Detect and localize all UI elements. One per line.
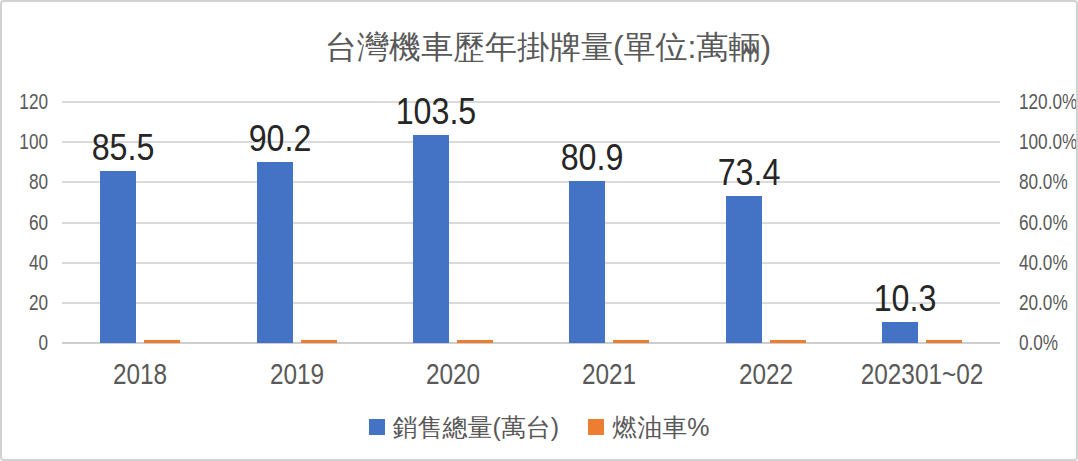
legend-swatch-sales (369, 419, 385, 435)
left-axis-tick: 20 (12, 292, 48, 314)
data-label: 73.4 (717, 154, 780, 191)
x-axis-label: 2022 (738, 360, 792, 389)
left-axis-tick: 0 (12, 332, 48, 354)
legend-swatch-fuel (588, 419, 604, 435)
x-axis-label: 2020 (426, 360, 480, 389)
right-axis-tick: 20.0% (1019, 292, 1068, 314)
bar-fuel (144, 340, 180, 343)
left-axis-tick: 100 (12, 131, 48, 153)
gridline (62, 141, 1000, 143)
bar-sales (726, 196, 762, 343)
right-axis-tick: 80.0% (1019, 171, 1068, 193)
left-axis-tick: 60 (12, 212, 48, 234)
gridline (62, 262, 1000, 264)
left-axis-tick: 40 (12, 252, 48, 274)
legend-label-fuel: 燃油車% (612, 413, 709, 442)
legend-label-sales: 銷售總量(萬台) (393, 413, 560, 442)
data-label: 10.3 (874, 280, 937, 317)
bar-sales (257, 162, 293, 343)
bar-fuel (926, 340, 962, 343)
data-label: 103.5 (396, 93, 477, 130)
data-label: 90.2 (248, 120, 311, 157)
left-axis-tick: 80 (12, 171, 48, 193)
right-axis-tick: 40.0% (1019, 252, 1068, 274)
data-label: 85.5 (92, 129, 155, 166)
chart-legend: 銷售總量(萬台) 燃油車% (2, 413, 1076, 442)
gridline (62, 222, 1000, 224)
right-axis-tick: 120.0% (1019, 91, 1077, 113)
x-axis-label: 2021 (582, 360, 636, 389)
x-axis-label: 202301~02 (861, 360, 984, 389)
x-axis-label: 2019 (269, 360, 323, 389)
legend-item-fuel: 燃油車% (588, 413, 709, 442)
bar-chart: 台灣機車歷年掛牌量(單位:萬輛) 銷售總量(萬台) 燃油車% 00.0%2020… (2, 2, 1076, 459)
gridline (62, 302, 1000, 304)
bar-fuel (770, 340, 806, 343)
bar-fuel (613, 340, 649, 343)
x-axis-label: 2018 (113, 360, 167, 389)
data-label: 80.9 (561, 139, 624, 176)
bar-sales (413, 135, 449, 343)
right-axis-tick: 60.0% (1019, 212, 1068, 234)
chart-title: 台灣機車歷年掛牌量(單位:萬輛) (11, 29, 1078, 66)
bar-fuel (457, 340, 493, 343)
right-axis-tick: 0.0% (1019, 332, 1058, 354)
bar-sales (882, 322, 918, 343)
chart-panel: 台灣機車歷年掛牌量(單位:萬輛) 銷售總量(萬台) 燃油車% 00.0%2020… (0, 0, 1078, 461)
left-axis-tick: 120 (12, 91, 48, 113)
gridline (62, 342, 1000, 344)
right-axis-tick: 100.0% (1019, 131, 1077, 153)
bar-sales (100, 171, 136, 343)
gridline (62, 101, 1000, 103)
bar-sales (569, 181, 605, 343)
bar-fuel (301, 340, 337, 343)
legend-item-sales: 銷售總量(萬台) (369, 413, 560, 442)
gridline (62, 181, 1000, 183)
